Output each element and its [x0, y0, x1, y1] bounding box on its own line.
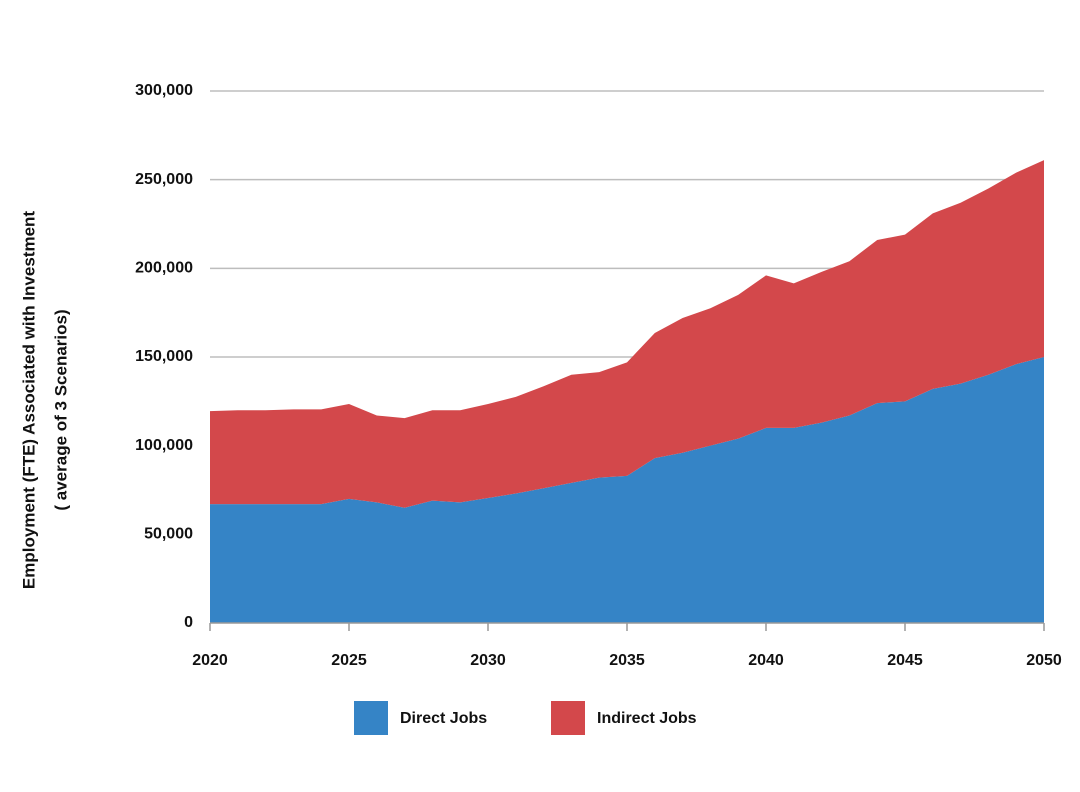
area: [210, 160, 1044, 508]
x-tick-label: 2030: [470, 652, 506, 669]
legend-swatch: [551, 701, 585, 735]
y-tick-label: 150,000: [135, 348, 193, 365]
x-tick-label: 2045: [887, 652, 923, 669]
y-tick-label: 250,000: [135, 171, 193, 188]
y-axis-label: Employment (FTE) Associated with Investm…: [19, 211, 38, 589]
x-tick-label: 2050: [1026, 652, 1062, 669]
y-axis-label: ( average of 3 Scenarios): [51, 309, 70, 510]
y-tick-label: 300,000: [135, 82, 193, 99]
x-tick-label: 2025: [331, 652, 367, 669]
legend-label: Indirect Jobs: [597, 710, 697, 727]
y-tick-label: 0: [184, 614, 193, 631]
x-tick-label: 2035: [609, 652, 645, 669]
x-tick-label: 2020: [192, 652, 228, 669]
legend-label: Direct Jobs: [400, 710, 487, 727]
y-tick-label: 100,000: [135, 437, 193, 454]
y-tick-label: 50,000: [144, 526, 193, 543]
y-tick-label: 200,000: [135, 260, 193, 277]
x-tick-label: 2040: [748, 652, 784, 669]
legend-swatch: [354, 701, 388, 735]
area: [210, 357, 1044, 623]
